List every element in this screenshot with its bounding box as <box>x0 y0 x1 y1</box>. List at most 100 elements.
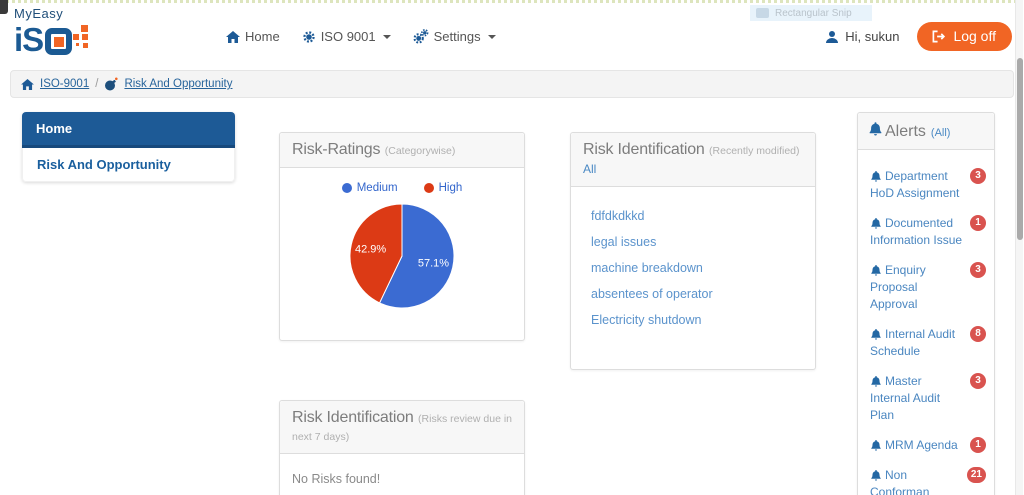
vertical-scrollbar[interactable] <box>1015 0 1023 495</box>
bell-icon <box>871 470 881 481</box>
alert-label: MRM Agenda <box>885 438 958 452</box>
logoff-label: Log off <box>953 28 996 44</box>
legend-dot <box>341 183 352 193</box>
breadcrumb-iso9001[interactable]: ISO-9001 <box>40 78 90 90</box>
alert-item[interactable]: Documented Information Issue 1 <box>870 215 986 249</box>
alert-item[interactable]: Master Internal Audit Plan 3 <box>870 373 986 424</box>
bell-icon <box>871 265 881 276</box>
brand-pixel-squares <box>73 25 90 55</box>
pie-legend: Medium High <box>280 182 524 194</box>
alert-count-badge: 3 <box>970 373 986 389</box>
risk-due-subtitle: (Risks review due in next 7 days) <box>292 413 512 443</box>
pie-slice-high[interactable] <box>349 203 403 304</box>
risk-due-title: Risk Identification <box>292 409 414 426</box>
risk-recent-list: fdfdkdkkd legal issues machine breakdown ab… <box>571 187 815 349</box>
logout-icon <box>932 30 946 42</box>
risk-ratings-title: Risk-Ratings <box>292 141 381 158</box>
risk-recent-all-link[interactable]: All <box>583 162 597 176</box>
scrollbar-thumb[interactable] <box>1017 58 1023 240</box>
risk-ratings-header: Risk-Ratings (Categorywise) <box>280 133 524 168</box>
brand-text-is: iS <box>14 21 44 58</box>
alert-count-badge: 21 <box>966 467 986 483</box>
risk-due-header: Risk Identification (Risks review due in… <box>280 401 524 454</box>
chevron-down-icon <box>382 34 391 39</box>
breadcrumb: ISO-9001 / Risk And Opportunity <box>10 70 1014 98</box>
snip-icon <box>756 8 769 18</box>
home-icon <box>226 30 240 43</box>
breadcrumb-risk-and-opportunity[interactable]: Risk And Opportunity <box>124 78 233 90</box>
screenshot-corner-artifact <box>0 0 8 14</box>
alert-item[interactable]: Internal Audit Schedule 8 <box>870 326 986 360</box>
user-area: Hi, sukun Log off <box>825 22 1012 51</box>
chevron-down-icon <box>487 34 496 39</box>
alert-item[interactable]: Enquiry Proposal Approval 3 <box>870 262 986 313</box>
panel-risk-identification-recent: Risk Identification (Recently modified) … <box>570 132 816 370</box>
nav-iso9001[interactable]: ISO 9001 <box>302 29 391 44</box>
risk-due-empty-message: No Risks found! <box>292 472 381 486</box>
bell-icon <box>871 171 881 182</box>
legend-item-medium: Medium <box>341 182 398 194</box>
alert-item[interactable]: MRM Agenda 1 <box>870 437 986 454</box>
risk-item-link[interactable]: machine breakdown <box>591 261 703 275</box>
user-greeting-label: Hi, sukun <box>845 29 900 44</box>
brand-name-top: MyEasy <box>14 6 64 21</box>
risk-item-link[interactable]: Electricity shutdown <box>591 313 702 327</box>
nav-settings-label: Settings <box>433 29 481 44</box>
brand-logo[interactable]: MyEasy iS <box>14 6 90 58</box>
sidebar-item-risk-and-opportunity[interactable]: Risk And Opportunity <box>22 148 235 182</box>
pie-slice-medium[interactable] <box>378 203 455 309</box>
gears-icon <box>413 29 429 44</box>
bell-icon <box>869 122 882 136</box>
bell-icon <box>871 329 881 340</box>
breadcrumb-separator: / <box>95 78 99 90</box>
alert-item[interactable]: Non Conforman 21 <box>870 467 986 495</box>
snip-tooltip-artifact: Rectangular Snip <box>750 5 872 21</box>
panel-risk-identification-due: Risk Identification (Risks review due in… <box>279 400 525 495</box>
alert-label: Internal Audit Schedule <box>870 327 956 358</box>
risk-ratings-subtitle: (Categorywise) <box>384 145 456 157</box>
alert-label: Enquiry Proposal Approval <box>870 263 926 311</box>
screenshot-top-edge-artifact <box>0 0 1024 3</box>
panel-risk-ratings: Risk-Ratings (Categorywise) Medium High 5… <box>279 132 525 341</box>
alerts-all-link[interactable]: (All) <box>930 127 951 139</box>
nav-settings[interactable]: Settings <box>413 29 496 44</box>
logoff-button[interactable]: Log off <box>917 22 1012 51</box>
risk-item-link[interactable]: fdfdkdkkd <box>591 209 645 223</box>
risk-recent-subtitle: (Recently modified) <box>709 145 800 157</box>
main-nav: Home ISO 9001 Settings <box>226 29 496 44</box>
risk-item-link[interactable]: legal issues <box>591 235 657 249</box>
legend-item-high: High <box>423 182 462 194</box>
nav-iso9001-label: ISO 9001 <box>320 29 376 44</box>
alert-label: Documented Information Issue <box>870 216 963 247</box>
snip-tooltip-text: Rectangular Snip <box>775 7 852 19</box>
alerts-header: Alerts (All) <box>858 113 994 150</box>
sidebar: Home Risk And Opportunity <box>22 112 235 182</box>
alert-count-badge: 8 <box>970 326 986 342</box>
risk-recent-header: Risk Identification (Recently modified) … <box>571 133 815 187</box>
nav-home[interactable]: Home <box>226 29 280 44</box>
risk-ratings-pie: 57.1% 42.9% <box>349 203 455 309</box>
bomb-icon <box>105 77 119 91</box>
brand-o-glyph <box>45 28 73 55</box>
pie-slice-label: 42.9% <box>355 243 386 255</box>
alert-count-badge: 3 <box>970 168 986 184</box>
nav-home-label: Home <box>245 29 280 44</box>
alert-count-badge: 1 <box>970 215 986 231</box>
alert-count-badge: 1 <box>970 437 986 453</box>
legend-dot <box>423 183 434 193</box>
risk-item-link[interactable]: absentees of operator <box>591 287 713 301</box>
home-icon <box>21 78 34 90</box>
risk-recent-title: Risk Identification <box>583 141 705 158</box>
brand-name-bottom: iS <box>14 21 90 58</box>
alert-item[interactable]: Department HoD Assignment 3 <box>870 168 986 202</box>
alerts-title: Alerts <box>885 123 926 140</box>
alert-count-badge: 3 <box>970 262 986 278</box>
sidebar-item-home[interactable]: Home <box>22 112 235 148</box>
user-greeting[interactable]: Hi, sukun <box>825 29 899 44</box>
gear-icon <box>303 30 315 43</box>
panel-alerts: Alerts (All) Department HoD Assignment 3 D… <box>857 112 995 495</box>
bell-icon <box>871 376 881 387</box>
brand-o-center-square <box>53 36 64 47</box>
alert-label: Non Conforman <box>870 468 930 495</box>
